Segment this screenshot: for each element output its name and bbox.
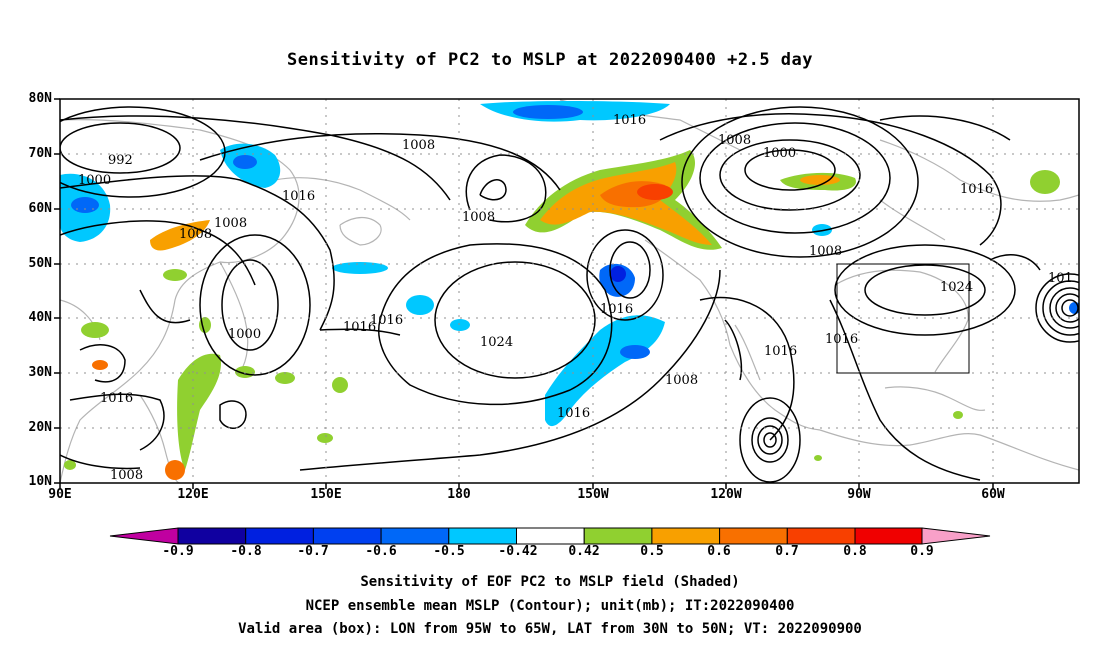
contour-label: 1016	[282, 189, 315, 204]
colorbar-segment	[448, 527, 517, 545]
contour-label: 992	[108, 153, 133, 168]
contour-label: 1008	[809, 244, 842, 259]
colorbar-label: -0.6	[365, 544, 397, 559]
contour-label: 1008	[214, 216, 247, 231]
lat-label: 50N	[28, 256, 52, 271]
contour-label: 1024	[940, 280, 973, 295]
colorbar-label: 0.6	[707, 544, 731, 559]
lon-label: 90E	[48, 487, 72, 502]
colorbar-label: -0.5	[433, 544, 465, 559]
valid-area-box	[836, 263, 970, 374]
lon-label: 150E	[310, 487, 342, 502]
colorbar-label: 0.9	[910, 544, 934, 559]
colorbar-segment	[651, 527, 721, 545]
colorbar-segment	[583, 527, 653, 545]
colorbar-end-left	[109, 527, 179, 545]
colorbar-segment	[516, 527, 585, 545]
contour-label: 1008	[462, 210, 495, 225]
axis-ticks	[54, 98, 994, 489]
contour-label: 1016	[825, 332, 858, 347]
contour-label: 1008	[402, 138, 435, 153]
footer-line-1: Sensitivity of EOF PC2 to MSLP field (Sh…	[360, 574, 740, 590]
colorbar-end-right	[921, 527, 991, 545]
coastlines	[60, 99, 1079, 483]
colorbar-segment	[312, 527, 382, 545]
lon-label: 120W	[710, 487, 742, 502]
colorbar-label: -0.8	[230, 544, 262, 559]
lat-label: 80N	[28, 91, 52, 106]
contour-label: 1016	[613, 113, 646, 128]
contour-label: 1024	[480, 335, 513, 350]
colorbar-segment	[854, 527, 923, 545]
colorbar-label: 0.42	[568, 544, 600, 559]
contour-label: 1016	[557, 406, 590, 421]
colorbar-label: -0.42	[498, 544, 538, 559]
contour-label: 1000	[763, 146, 796, 161]
contour-labels: 992 1000 1016 1008 1008 1008 1016 1008 1…	[78, 113, 1073, 483]
contour-label: 1016	[764, 344, 797, 359]
sensitivity-shading	[60, 101, 1079, 480]
lat-label: 40N	[28, 310, 52, 325]
colorbar-segment	[177, 527, 247, 545]
lon-label: 180	[447, 487, 471, 502]
lat-label: 60N	[28, 201, 52, 216]
lat-label: 20N	[28, 420, 52, 435]
colorbar-segment	[380, 527, 450, 545]
lat-label: 30N	[28, 365, 52, 380]
contour-label: 1008	[665, 373, 698, 388]
footer-line-3: Valid area (box): LON from 95W to 65W, L…	[238, 621, 862, 637]
contour-label: 1000	[228, 327, 261, 342]
plot-frame	[59, 98, 1080, 484]
colorbar-label: 0.5	[640, 544, 664, 559]
contour-label: 1016	[370, 313, 403, 328]
footer-line-2: NCEP ensemble mean MSLP (Contour); unit(…	[305, 598, 795, 614]
mslp-contours	[60, 106, 1079, 483]
map-title: Sensitivity of PC2 to MSLP at 2022090400…	[286, 50, 813, 70]
lon-label: 90W	[847, 487, 871, 502]
contour-label: 1000	[78, 173, 111, 188]
contour-label: 101	[1048, 271, 1073, 286]
lon-label: 150W	[577, 487, 609, 502]
contour-label: 1016	[100, 391, 133, 406]
lat-label: 10N	[28, 474, 52, 489]
contour-label: 1016	[960, 182, 993, 197]
colorbar-label: -0.9	[162, 544, 194, 559]
colorbar	[109, 527, 991, 545]
colorbar-label: 0.7	[775, 544, 799, 559]
colorbar-label: -0.7	[297, 544, 329, 559]
contour-label: 1016	[343, 320, 376, 335]
colorbar-segment	[786, 527, 856, 545]
contour-label: 1008	[110, 468, 143, 483]
contour-label: 1008	[179, 227, 212, 242]
lon-label: 60W	[981, 487, 1005, 502]
contour-label: 1016	[600, 302, 633, 317]
contour-label: 1008	[718, 133, 751, 148]
colorbar-segment	[245, 527, 314, 545]
colorbar-segment	[719, 527, 788, 545]
colorbar-label: 0.8	[843, 544, 867, 559]
lat-label: 70N	[28, 146, 52, 161]
lon-label: 120E	[177, 487, 209, 502]
